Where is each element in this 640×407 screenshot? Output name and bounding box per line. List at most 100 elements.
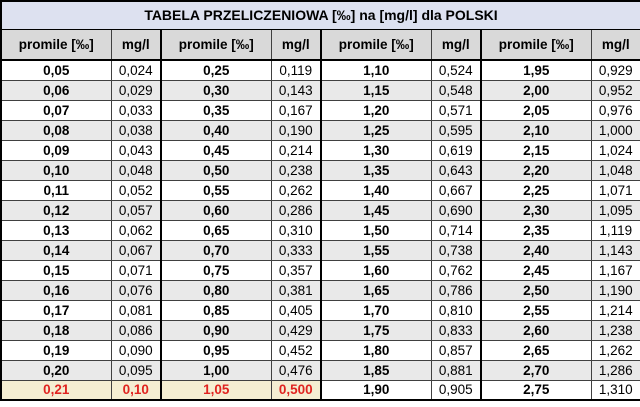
mgl-cell: 1,167 (590, 259, 640, 281)
promile-cell: 1,65 (320, 279, 432, 301)
mgl-cell: 0,476 (270, 359, 322, 381)
mgl-cell: 0,033 (110, 99, 162, 121)
mgl-cell: 0,929 (590, 59, 640, 81)
mgl-cell: 0,038 (110, 119, 162, 141)
promile-cell: 0,40 (160, 119, 272, 141)
mgl-cell: 0,090 (110, 339, 162, 361)
promile-cell: 2,45 (480, 259, 592, 281)
promile-cell: 0,70 (160, 239, 272, 261)
promile-cell: 0,55 (160, 179, 272, 201)
promile-cell: 2,35 (480, 219, 592, 241)
mgl-cell: 0,081 (110, 299, 162, 321)
promile-cell: 0,21 (0, 379, 112, 401)
column-header-mgl: mg/l (430, 28, 482, 61)
column-header-promile: promile [‰] (320, 28, 432, 61)
mgl-cell: 0,405 (270, 299, 322, 321)
table-row: 0,07 0,033 0,35 0,167 1,20 0,571 2,05 0,976 (0, 99, 640, 121)
mgl-cell: 0,857 (430, 339, 482, 361)
mgl-cell: 0,524 (430, 59, 482, 81)
promile-cell: 0,75 (160, 259, 272, 281)
table-row: 0,16 0,076 0,80 0,381 1,65 0,786 2,50 1,190 (0, 279, 640, 301)
promile-cell: 1,60 (320, 259, 432, 281)
mgl-cell: 0,500 (270, 379, 322, 401)
mgl-cell: 1,190 (590, 279, 640, 301)
mgl-cell: 0,310 (270, 219, 322, 241)
mgl-cell: 1,119 (590, 219, 640, 241)
promile-cell: 1,00 (160, 359, 272, 381)
promile-cell: 0,13 (0, 219, 112, 241)
promile-cell: 1,55 (320, 239, 432, 261)
promile-cell: 0,20 (0, 359, 112, 381)
mgl-cell: 1,143 (590, 239, 640, 261)
mgl-cell: 1,071 (590, 179, 640, 201)
promile-cell: 1,25 (320, 119, 432, 141)
promile-cell: 0,11 (0, 179, 112, 201)
promile-cell: 0,17 (0, 299, 112, 321)
promile-cell: 2,40 (480, 239, 592, 261)
promile-cell: 0,18 (0, 319, 112, 341)
mgl-cell: 1,238 (590, 319, 640, 341)
column-header-mgl: mg/l (270, 28, 322, 61)
promile-cell: 1,85 (320, 359, 432, 381)
promile-cell: 0,14 (0, 239, 112, 261)
mgl-cell: 0,762 (430, 259, 482, 281)
table-row: 0,14 0,067 0,70 0,333 1,55 0,738 2,40 1,143 (0, 239, 640, 261)
mgl-cell: 0,214 (270, 139, 322, 161)
promile-cell: 0,90 (160, 319, 272, 341)
promile-cell: 2,75 (480, 379, 592, 401)
table-row: 0,09 0,043 0,45 0,214 1,30 0,619 2,15 1,024 (0, 139, 640, 161)
mgl-cell: 0,048 (110, 159, 162, 181)
promile-cell: 1,35 (320, 159, 432, 181)
mgl-cell: 1,286 (590, 359, 640, 381)
promile-cell: 1,50 (320, 219, 432, 241)
table-row: 0,10 0,048 0,50 0,238 1,35 0,643 2,20 1,048 (0, 159, 640, 181)
promile-cell: 0,50 (160, 159, 272, 181)
mgl-cell: 1,310 (590, 379, 640, 401)
promile-cell: 1,75 (320, 319, 432, 341)
mgl-cell: 0,381 (270, 279, 322, 301)
mgl-cell: 0,086 (110, 319, 162, 341)
promile-cell: 1,40 (320, 179, 432, 201)
promile-cell: 0,15 (0, 259, 112, 281)
promile-cell: 2,60 (480, 319, 592, 341)
table-row: 0,21 0,10 1,05 0,500 1,90 0,905 2,75 1,310 (0, 379, 640, 401)
mgl-cell: 0,024 (110, 59, 162, 81)
promile-cell: 0,95 (160, 339, 272, 361)
promile-cell: 0,80 (160, 279, 272, 301)
promile-cell: 0,12 (0, 199, 112, 221)
table-row: 0,05 0,024 0,25 0,119 1,10 0,524 1,95 0,929 (0, 59, 640, 81)
promile-cell: 0,25 (160, 59, 272, 81)
mgl-cell: 0,810 (430, 299, 482, 321)
table-row: 0,11 0,052 0,55 0,262 1,40 0,667 2,25 1,071 (0, 179, 640, 201)
mgl-cell: 0,071 (110, 259, 162, 281)
table-row: 0,17 0,081 0,85 0,405 1,70 0,810 2,55 1,214 (0, 299, 640, 321)
table-row: 0,12 0,057 0,60 0,286 1,45 0,690 2,30 1,095 (0, 199, 640, 221)
mgl-cell: 1,262 (590, 339, 640, 361)
promile-cell: 0,16 (0, 279, 112, 301)
mgl-cell: 0,738 (430, 239, 482, 261)
promile-cell: 2,30 (480, 199, 592, 221)
mgl-cell: 0,786 (430, 279, 482, 301)
promile-cell: 0,30 (160, 79, 272, 101)
promile-cell: 0,08 (0, 119, 112, 141)
table-row: 0,18 0,086 0,90 0,429 1,75 0,833 2,60 1,238 (0, 319, 640, 341)
promile-cell: 0,07 (0, 99, 112, 121)
promile-cell: 1,05 (160, 379, 272, 401)
mgl-cell: 0,043 (110, 139, 162, 161)
column-header-promile: promile [‰] (480, 28, 592, 61)
table-row: 0,19 0,090 0,95 0,452 1,80 0,857 2,65 1,262 (0, 339, 640, 361)
column-header-promile: promile [‰] (0, 28, 112, 61)
mgl-cell: 0,452 (270, 339, 322, 361)
promile-cell: 0,09 (0, 139, 112, 161)
mgl-cell: 0,548 (430, 79, 482, 101)
mgl-cell: 0,595 (430, 119, 482, 141)
mgl-cell: 0,076 (110, 279, 162, 301)
mgl-cell: 0,905 (430, 379, 482, 401)
promile-cell: 0,19 (0, 339, 112, 361)
mgl-cell: 0,029 (110, 79, 162, 101)
mgl-cell: 0,690 (430, 199, 482, 221)
promile-cell: 2,55 (480, 299, 592, 321)
promile-cell: 0,85 (160, 299, 272, 321)
promile-cell: 1,45 (320, 199, 432, 221)
promile-cell: 1,30 (320, 139, 432, 161)
